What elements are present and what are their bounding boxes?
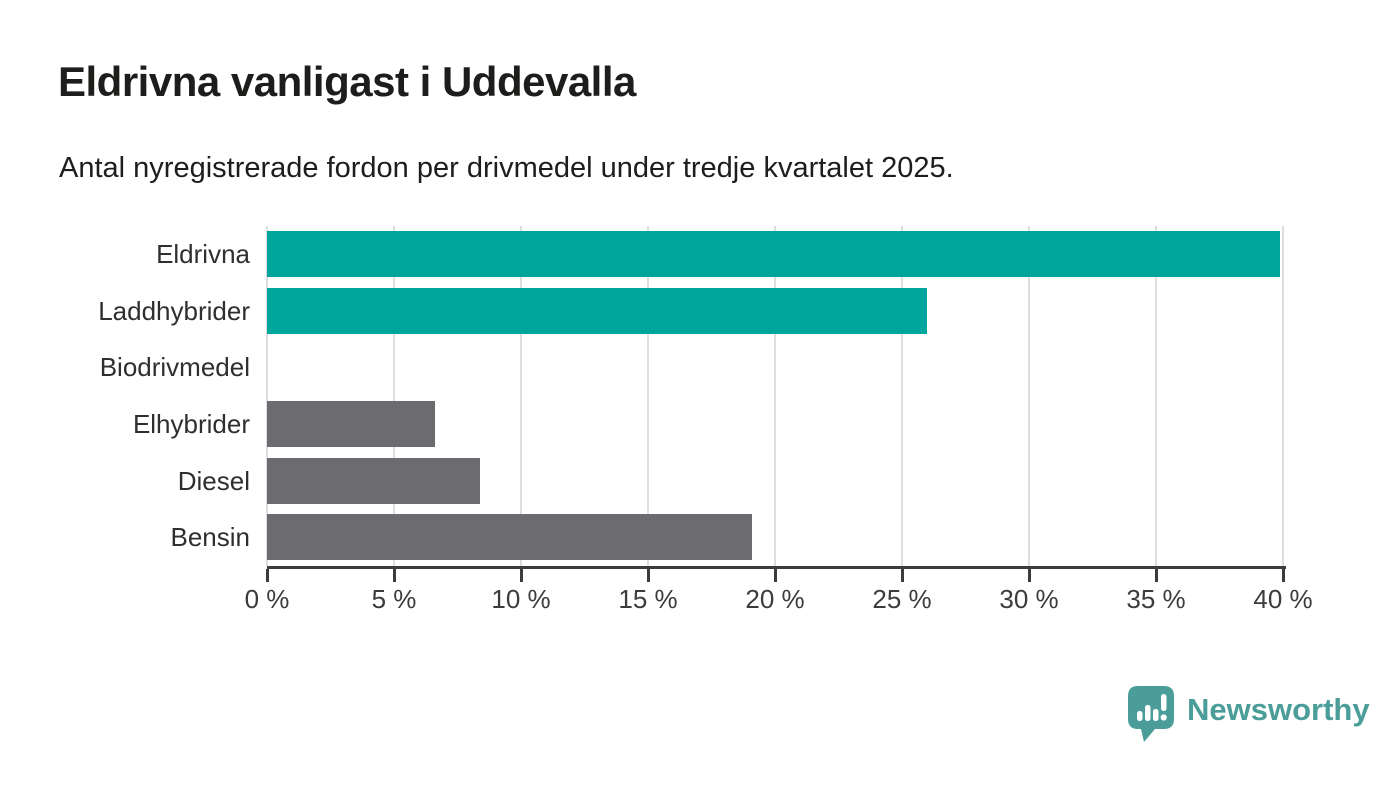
gridline [1155,226,1157,566]
x-tick [900,569,904,582]
bar-row [267,226,1283,283]
x-tick-label: 10 % [491,584,551,614]
gridline [393,226,395,566]
x-tick [773,569,777,582]
logo-bar-3 [1153,709,1159,721]
bar [267,514,753,561]
gridline [266,226,268,566]
logo-exclamation-dot [1160,714,1167,721]
category-label: Eldrivna [156,239,250,269]
category-labels: Eldrivna Laddhybrider Biodrivmedel Elhybrid… [0,226,250,566]
logo-bar-1 [1137,711,1143,721]
x-tick-label: 35 % [1126,584,1186,614]
x-axis-ticks: 0 % 5 % 10 % 15 % 20 % 25 % 30 % 35 % 40 % [245,569,1313,629]
x-tick-label: 25 % [872,584,932,614]
gridline [901,226,903,566]
x-tick-label: 20 % [745,584,805,614]
logo-text: Newsworthy [1187,692,1370,727]
category-label: Bensin [170,522,251,553]
category-label: Elhybrider [132,409,250,439]
page-subtitle: Antal nyregistrerade fordon per drivmede… [59,152,954,184]
page-title: Eldrivna vanligast i Uddevalla [58,58,636,105]
x-tick [1154,569,1158,582]
x-tick [519,569,523,582]
newsworthy-pin-icon [1128,686,1174,742]
x-tick-label: 40 % [1253,584,1313,614]
gridline [774,226,776,566]
x-tick-label: 30 % [999,584,1059,614]
x-tick-label: 15 % [618,584,678,614]
x-tick [392,569,396,582]
bar [267,287,928,334]
gridline [1282,226,1284,566]
x-tick [1281,569,1285,582]
x-axis-line [267,566,1286,569]
gridline [520,226,522,566]
plot-area [266,226,1284,566]
x-tick [1027,569,1031,582]
bar [267,401,435,447]
bar-row [267,339,1283,396]
bar [267,231,1281,277]
bar-row [267,509,1283,566]
category-label: Laddhybrider [98,295,250,326]
gridline [1028,226,1030,566]
x-tick [265,569,269,582]
bar-row [267,453,1283,510]
logo-bar-2 [1145,705,1151,721]
logo-exclamation [1161,694,1167,711]
x-tick-label: 5 % [371,584,417,614]
category-label: Diesel [177,465,250,496]
bar-row [267,283,1283,340]
category-label: Biodrivmedel [99,352,250,383]
x-tick-label: 0 % [244,584,290,614]
bar [267,457,481,504]
x-tick [646,569,650,582]
gridline [647,226,649,566]
newsworthy-logo: Newsworthy [1128,686,1370,744]
bar-row [267,396,1283,453]
